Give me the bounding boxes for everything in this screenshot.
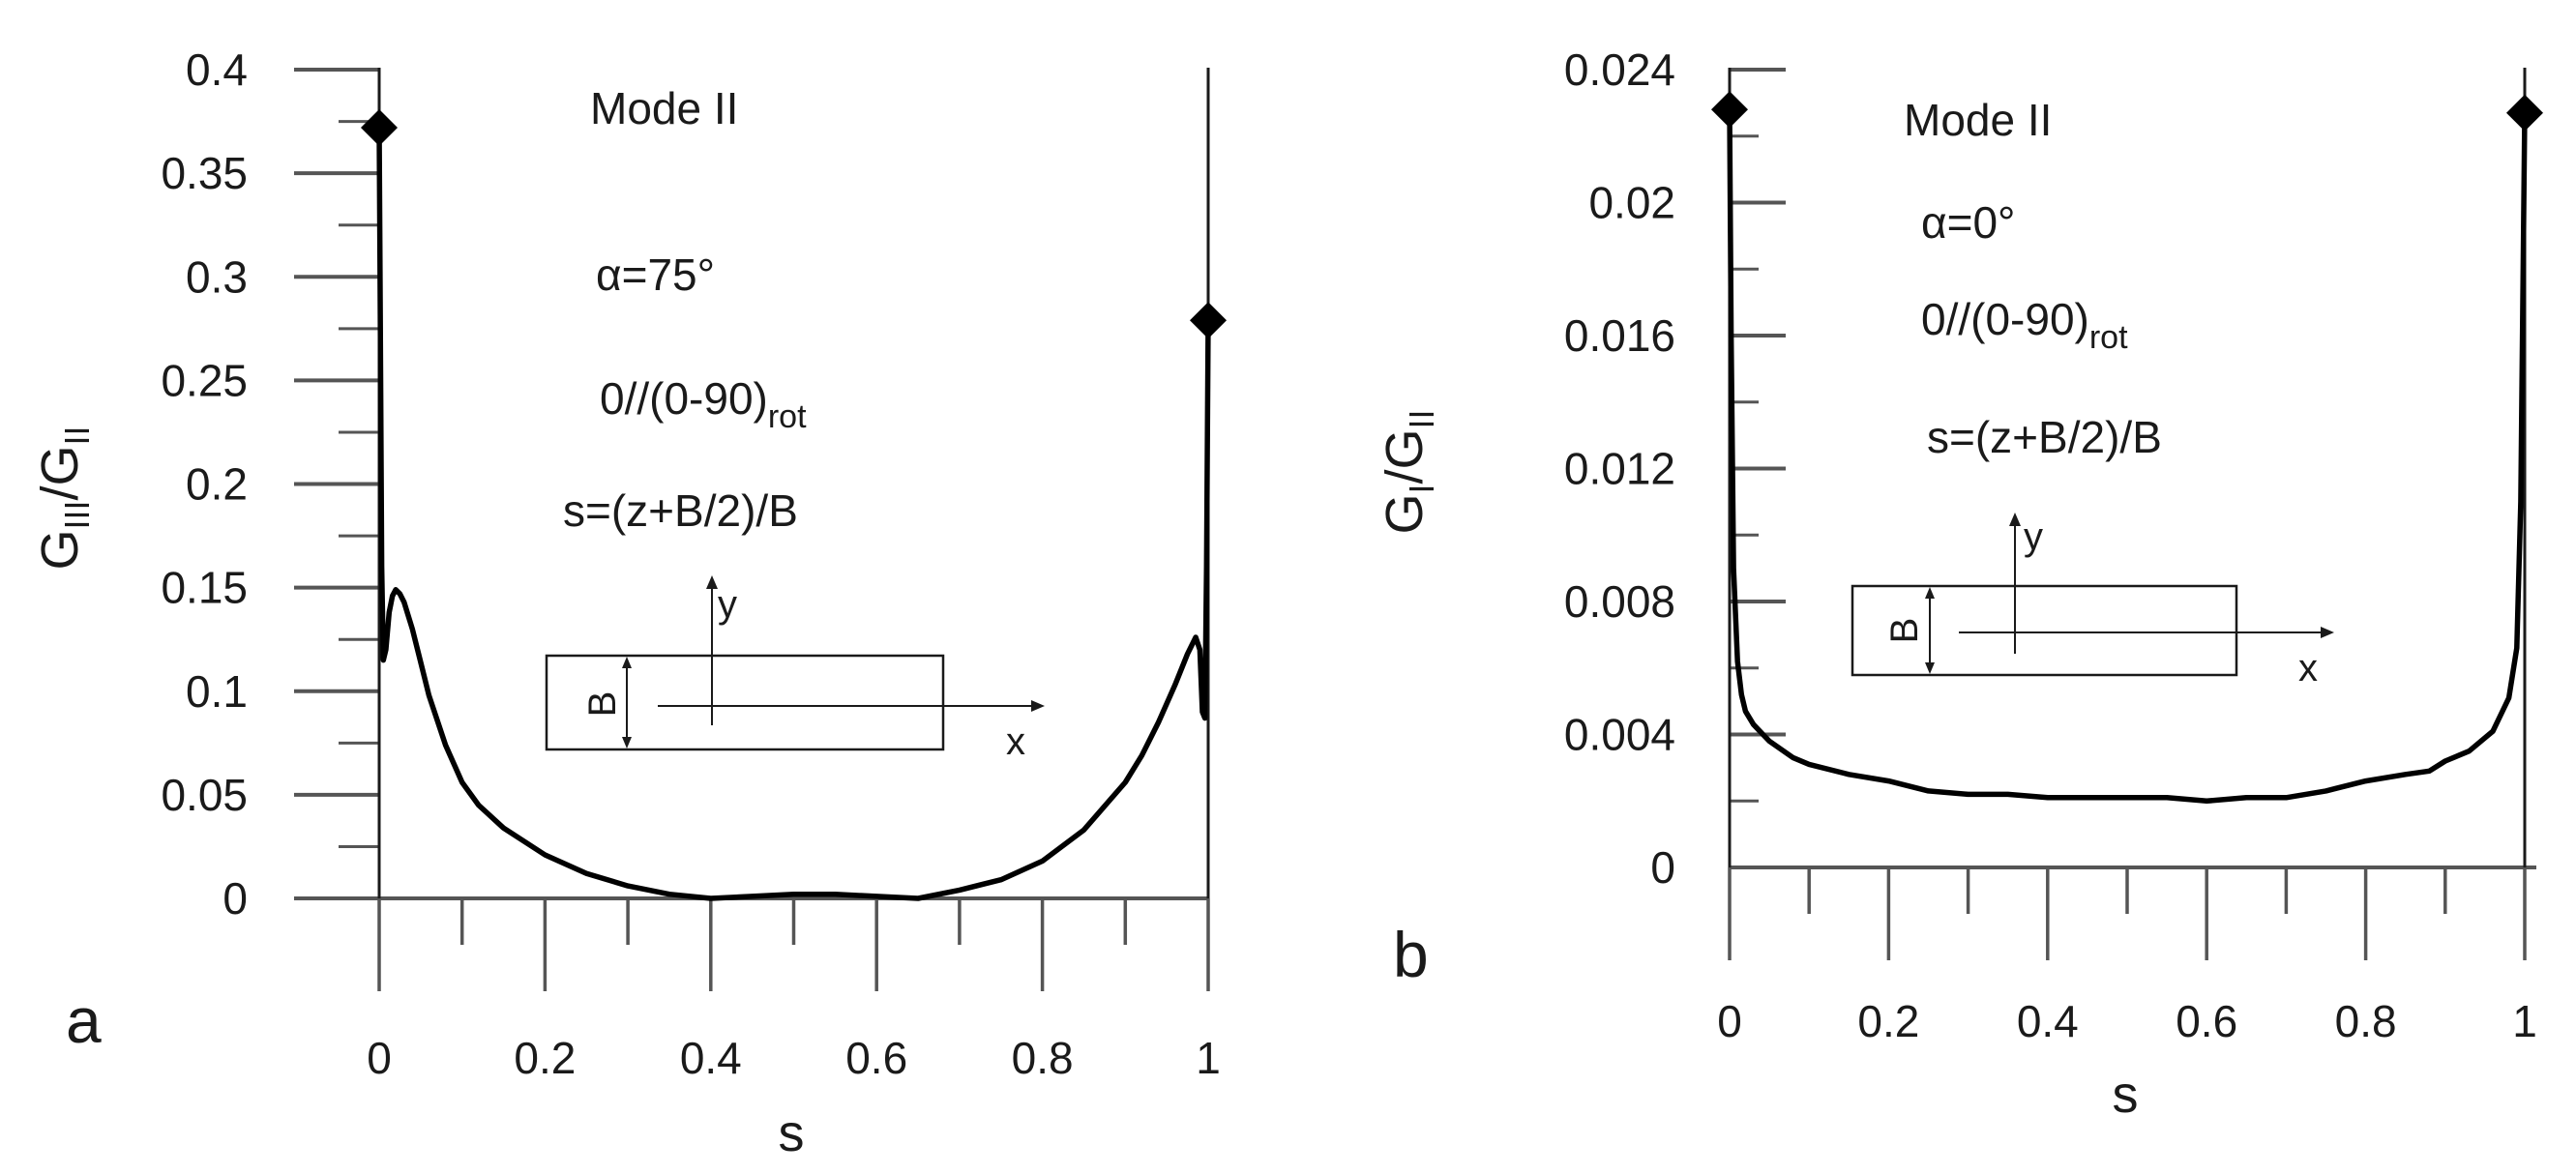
a-y-tick-label: 0.1	[186, 666, 248, 717]
a-y-axis-title: GIII/GII	[31, 426, 97, 570]
b-y-tick-label: 0.016	[1564, 310, 1675, 361]
b-diamond-marker	[1711, 91, 1748, 129]
a-diamond-marker	[1190, 302, 1227, 339]
a-x-tick-label: 0.8	[1012, 1033, 1074, 1083]
b-x-tick-label: 1	[2512, 996, 2537, 1046]
a-x-tick-label: 0.6	[845, 1033, 907, 1083]
a-y-tick-label: 0.35	[161, 148, 248, 198]
b-angle-label: α=0°	[1921, 197, 2015, 248]
a-inset-b-arrow-top	[622, 657, 632, 668]
a-panel-label: a	[66, 984, 102, 1056]
a-y-tick-label: 0.25	[161, 355, 248, 405]
b-inset-y-label: y	[2024, 515, 2043, 558]
a-x-tick-label: 0	[367, 1033, 392, 1083]
a-angle-label: α=75°	[596, 249, 715, 300]
a-x-tick-labels: 0 0.2 0.4 0.6 0.8 1	[367, 1033, 1221, 1083]
a-y-tick-label: 0.3	[186, 251, 248, 302]
panel-a: 0 0.05 0.1 0.15 0.2 0.25 0.3 0.35 0.4 0 0.2 0.4 0.6…	[31, 44, 1227, 1162]
a-inset-diagram: y x B	[545, 575, 1045, 763]
b-inset-b-arrow-bottom	[1925, 662, 1935, 674]
a-diamond-marker	[361, 108, 398, 146]
a-y-tick-label: 0	[222, 873, 248, 924]
b-y-gridlines	[1730, 68, 1786, 803]
a-inset-b-arrow-bottom	[622, 737, 632, 748]
a-inset-y-arrow	[706, 575, 718, 589]
a-mode-label: Mode II	[590, 83, 738, 133]
b-y-tick-label: 0.012	[1564, 444, 1675, 494]
a-x-axis-title: s	[779, 1104, 805, 1162]
b-panel-label: b	[1393, 919, 1429, 990]
a-inset-x-arrow	[1031, 700, 1045, 712]
b-y-tick-label: 0.02	[1588, 178, 1675, 228]
a-x-tick-label: 0.4	[680, 1033, 742, 1083]
a-series-line	[376, 125, 1211, 901]
b-layup-label: 0//(0-90)rot	[1921, 294, 2128, 356]
b-x-tick-label: 0.4	[2017, 996, 2079, 1046]
b-series-line	[1727, 106, 2528, 805]
a-markers	[361, 108, 1227, 339]
b-x-tick-label: 0	[1717, 996, 1742, 1046]
a-series	[376, 125, 1211, 901]
a-inset-y-label: y	[718, 583, 737, 626]
b-y-tick-labels: 0 0.004 0.008 0.012 0.016 0.02 0.024	[1564, 44, 1675, 893]
b-y-tick-label: 0.004	[1564, 710, 1675, 760]
b-inset-rect	[1851, 584, 2238, 677]
a-y-gridlines	[294, 68, 379, 848]
a-inset-rect	[545, 654, 945, 751]
b-markers	[1711, 91, 2543, 132]
a-inset-b-label: B	[581, 691, 624, 718]
a-y-tick-labels: 0 0.05 0.1 0.15 0.2 0.25 0.3 0.35 0.4	[161, 44, 248, 924]
b-axes	[1728, 68, 2536, 960]
a-y-tick-label: 0.4	[186, 44, 248, 95]
a-x-tick-label: 1	[1196, 1033, 1221, 1083]
b-inset-diagram: y x B	[1851, 513, 2334, 690]
a-y-tick-label: 0.15	[161, 563, 248, 613]
b-x-tick-label: 0.6	[2176, 996, 2237, 1046]
b-mode-label: Mode II	[1904, 95, 2052, 145]
panel-b: 0 0.004 0.008 0.012 0.016 0.02 0.024 0 0.2 0.4 0.…	[1376, 44, 2543, 1124]
b-inset-b-label: B	[1883, 618, 1926, 644]
b-series	[1727, 106, 2528, 805]
a-y-tick-label: 0.05	[161, 770, 248, 820]
b-x-axis-title: s	[2113, 1066, 2139, 1124]
b-inset-b-arrow-top	[1925, 587, 1935, 599]
b-y-axis-title: GI/GII	[1376, 409, 1441, 534]
b-diamond-marker	[2506, 94, 2543, 132]
b-y-tick-label: 0.008	[1564, 576, 1675, 627]
b-x-tick-label: 0.2	[1857, 996, 1919, 1046]
b-x-tick-labels: 0 0.2 0.4 0.6 0.8 1	[1717, 996, 2537, 1046]
b-y-tick-label: 0	[1650, 842, 1675, 893]
b-formula-label: s=(z+B/2)/B	[1927, 412, 2162, 462]
a-y-tick-label: 0.2	[186, 459, 248, 510]
a-formula-label: s=(z+B/2)/B	[563, 485, 798, 536]
b-y-tick-label: 0.024	[1564, 44, 1675, 95]
b-x-tick-label: 0.8	[2335, 996, 2397, 1046]
b-inset-x-arrow	[2321, 627, 2334, 638]
a-inset-x-label: x	[1006, 720, 1025, 763]
b-inset-x-label: x	[2298, 647, 2318, 690]
a-layup-label: 0//(0-90)rot	[600, 373, 807, 435]
b-inset-y-arrow	[2009, 513, 2021, 526]
a-x-tick-label: 0.2	[514, 1033, 576, 1083]
